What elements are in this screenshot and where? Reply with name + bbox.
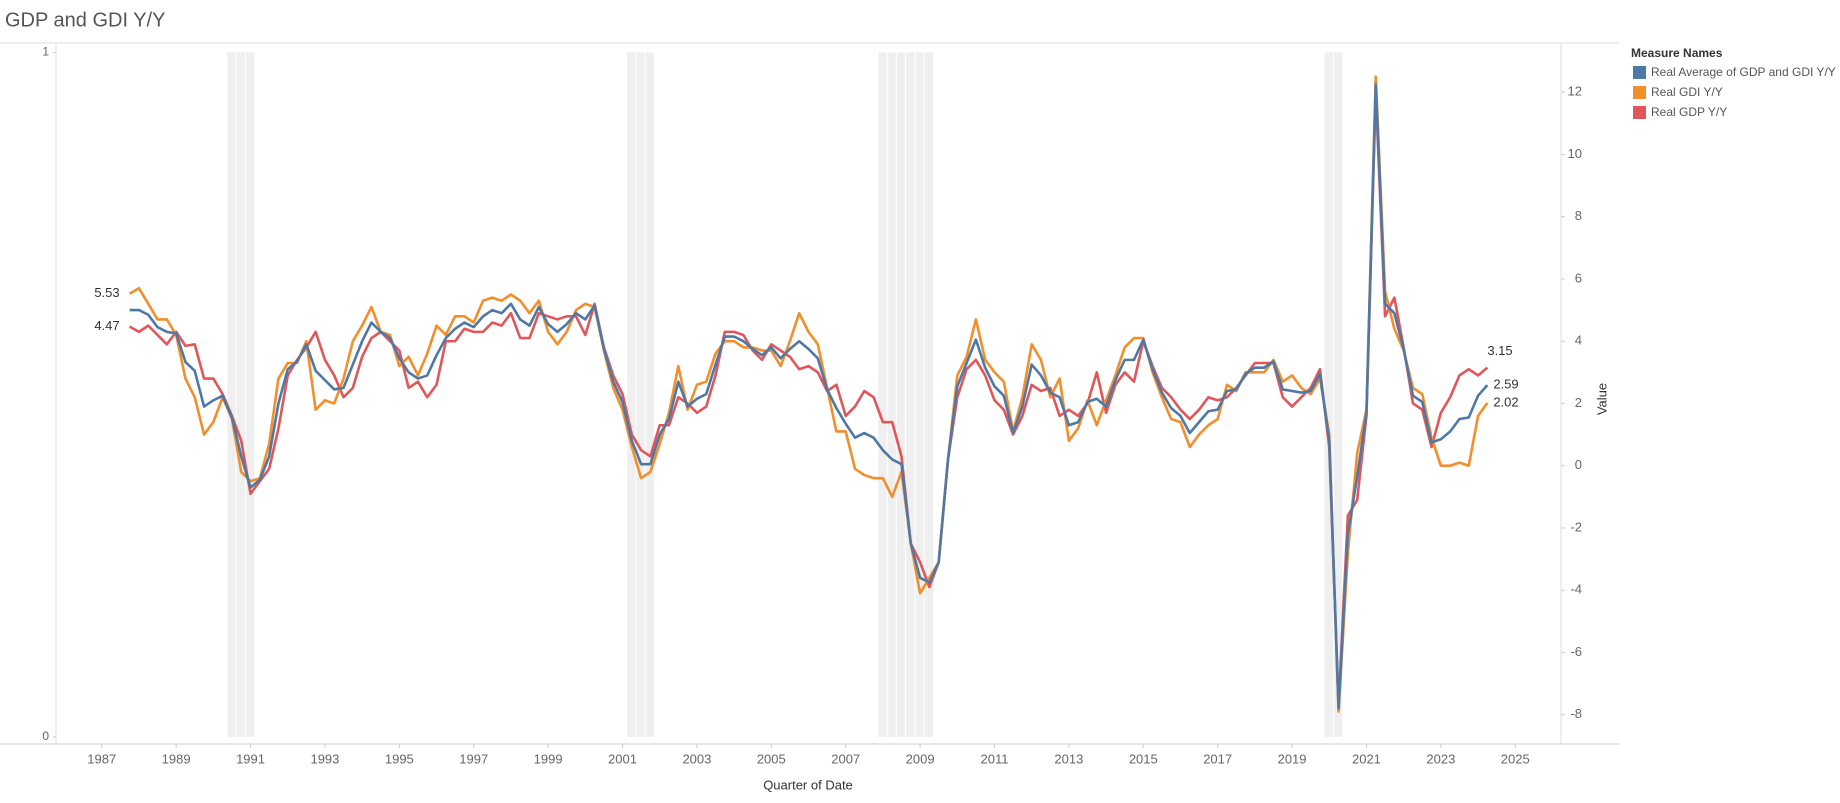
x-tick-label: 1989: [162, 751, 191, 766]
x-tick-label: 1995: [385, 751, 414, 766]
data-label: 4.47: [94, 318, 119, 333]
y-tick-label: 0: [42, 729, 49, 743]
legend-swatch: [1633, 86, 1646, 99]
data-label: 5.53: [94, 285, 119, 300]
x-tick-label: 2019: [1278, 751, 1307, 766]
recession-band: [915, 52, 924, 737]
recession-band: [645, 52, 655, 737]
recession-band: [887, 52, 896, 737]
recession-band: [1333, 52, 1343, 737]
legend-label: Real GDP Y/Y: [1651, 105, 1727, 119]
x-tick-label: 2023: [1426, 751, 1455, 766]
x-tick-label: 1987: [87, 751, 116, 766]
y2-tick-label: 6: [1575, 270, 1582, 285]
y2-tick-label: 2: [1575, 395, 1582, 410]
x-tick-label: 2003: [682, 751, 711, 766]
x-tick-label: 2009: [906, 751, 935, 766]
x-axis-title: Quarter of Date: [763, 777, 853, 792]
legend-swatch: [1633, 66, 1646, 79]
recession-band: [227, 52, 236, 737]
recession-band: [1324, 52, 1333, 737]
series-line: [129, 83, 1489, 710]
y2-tick-label: -4: [1570, 582, 1582, 597]
y2-tick-label: 0: [1575, 457, 1582, 472]
x-tick-label: 1993: [310, 751, 339, 766]
x-tick-label: 2005: [757, 751, 786, 766]
series-line: [129, 90, 1489, 707]
y2-tick-label: -6: [1570, 644, 1582, 659]
x-tick-label: 2013: [1054, 751, 1083, 766]
recession-band: [924, 52, 934, 737]
x-tick-label: 1997: [459, 751, 488, 766]
chart-title: GDP and GDI Y/Y: [5, 9, 165, 31]
x-tick-label: 2025: [1501, 751, 1530, 766]
y2-tick-label: 12: [1568, 84, 1582, 99]
series-line: [129, 75, 1489, 713]
recession-band: [636, 52, 645, 737]
y2-tick-label: 10: [1568, 146, 1582, 161]
x-tick-label: 2007: [831, 751, 860, 766]
x-tick-label: 1999: [534, 751, 563, 766]
recession-band: [878, 52, 887, 737]
x-tick-label: 1991: [236, 751, 265, 766]
x-tick-label: 2015: [1129, 751, 1158, 766]
x-tick-label: 2001: [608, 751, 637, 766]
recession-band: [906, 52, 915, 737]
data-label: 2.59: [1493, 377, 1518, 392]
data-label: 3.15: [1487, 343, 1512, 358]
y2-tick-label: -2: [1570, 519, 1582, 534]
recession-band: [627, 52, 636, 737]
recession-band: [236, 52, 245, 737]
recession-band: [245, 52, 255, 737]
legend-swatch: [1633, 106, 1646, 119]
x-tick-label: 2011: [981, 751, 1009, 766]
y2-tick-label: 4: [1575, 333, 1582, 348]
data-label: 2.02: [1493, 394, 1518, 409]
legend-label: Real Average of GDP and GDI Y/Y: [1651, 65, 1836, 79]
x-tick-label: 2017: [1203, 751, 1232, 766]
y2-tick-label: -8: [1570, 706, 1582, 721]
legend-label: Real GDI Y/Y: [1651, 85, 1723, 99]
recession-band: [896, 52, 906, 737]
x-tick-label: 2021: [1352, 751, 1381, 766]
legend-title: Measure Names: [1631, 46, 1723, 60]
y2-tick-label: 8: [1575, 208, 1582, 223]
y2-axis-title: Value: [1594, 383, 1609, 415]
y-tick-label: 1: [42, 45, 49, 59]
